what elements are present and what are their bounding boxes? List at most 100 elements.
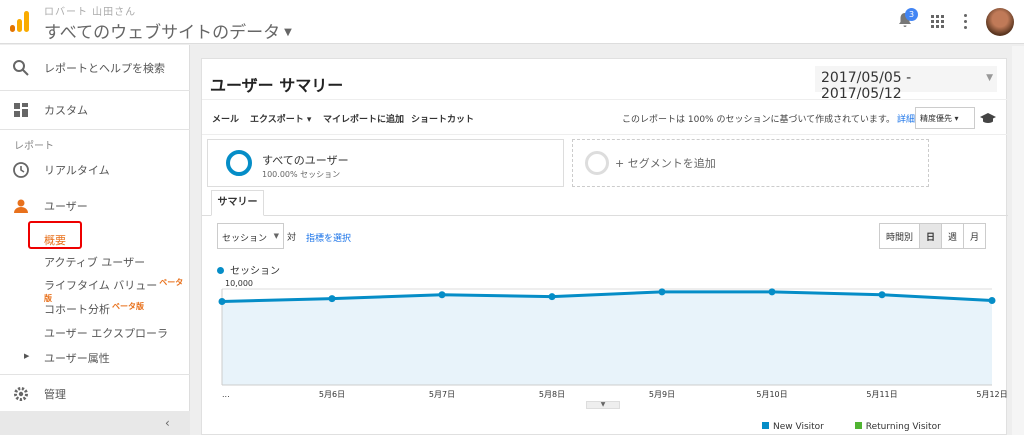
beta-badge: ベータ版 [44,278,184,303]
legend-series-name: セッション [230,266,280,277]
active-item-highlight [28,221,82,249]
sidebar-item-lifetime-value[interactable]: ライフタイム バリュー ベータ版 [44,277,189,308]
date-range-picker[interactable]: 2017/05/05 - 2017/05/12 ▼ [815,66,997,102]
chart-resize-handle[interactable]: ▼ [586,401,620,409]
granularity-toggle: 時間別 日 週 月 [879,223,987,249]
segment-name: すべてのユーザー [262,154,349,167]
legend-label: New Visitor [773,422,824,432]
view-selector[interactable]: すべてのウェブサイトのデータ ▼ [44,18,292,43]
granularity-week[interactable]: 週 [942,224,965,248]
caret-right-icon: ▶ [24,352,30,360]
granularity-hourly[interactable]: 時間別 [880,224,921,248]
select-metric-link[interactable]: 指標を選択 [306,234,352,244]
legend-new-visitor[interactable]: New Visitor [762,422,838,432]
x-tick-label: 5月11日 [866,390,897,399]
segment-ring-icon [226,150,252,176]
precision-value: 精度優先 [920,114,952,123]
series-area [222,291,992,385]
x-tick-label: 5月6日 [319,390,345,399]
email-button[interactable]: メール [212,115,240,125]
x-tick-label: 5月10日 [756,390,787,399]
search-icon [13,60,29,76]
data-point [768,288,776,296]
details-link[interactable]: 詳細 [897,115,916,125]
account-name[interactable]: ロバート 山田さん [44,7,137,18]
x-tick-label: ... [222,390,230,399]
sidebar-item-label: ユーザー属性 [44,352,110,365]
sidebar-item-user-explorer[interactable]: ユーザー エクスプローラ [44,327,168,340]
report-panel: ユーザー サマリー 2017/05/05 - 2017/05/12 ▼ メール エ… [201,58,1008,435]
graduation-cap-icon[interactable] [980,112,996,124]
add-segment-label: + セグメントを追加 [615,157,716,170]
data-point [658,288,666,296]
sidebar-item-label: カスタム [44,104,88,117]
sidebar-item-label: 管理 [44,388,66,401]
page-title: ユーザー サマリー [210,76,344,95]
dashboard-grid-icon [14,103,28,117]
chevron-left-icon: ‹ [165,416,170,430]
person-icon [14,199,28,213]
sidebar-item-label: ユーザー [44,200,88,213]
visitor-type-legend: New Visitor Returning Visitor [762,422,969,432]
analytics-logo-icon[interactable] [10,10,30,32]
sidebar-item-active-users[interactable]: アクティブ ユーザー [44,256,146,269]
data-point [878,291,886,299]
sidebar-item-overview[interactable]: 概要 [44,234,66,247]
user-avatar[interactable] [986,8,1014,36]
empty-segment-ring-icon [585,151,609,175]
reports-section-label: レポート [14,141,54,152]
vs-label: 対 [287,233,297,243]
chart-legend[interactable]: セッション [217,262,280,277]
shortcut-button[interactable]: ショートカット [411,115,475,125]
top-bar: ロバート 山田さん すべてのウェブサイトのデータ ▼ 3 [0,0,1024,44]
apps-grid-icon[interactable] [931,15,944,28]
sidebar-search[interactable]: レポートとヘルプを検索 [0,50,190,86]
add-segment-button[interactable]: + セグメントを追加 [572,139,929,187]
sidebar-item-label: コホート分析 [44,303,110,316]
sampling-note: このレポートは 100% のセッションに基づいて作成されています。 詳細 [622,112,915,125]
sidebar-item-label: レポートとヘルプを検索 [44,62,165,75]
export-label: エクスポート [250,115,304,125]
notification-count-badge: 3 [905,8,918,21]
sidebar-item-label: ライフタイム バリュー [44,279,158,292]
gear-icon [14,387,28,401]
legend-dot [217,267,224,274]
data-point [328,295,336,303]
new-visitor-swatch [762,422,769,429]
granularity-month[interactable]: 月 [964,224,986,248]
data-point [438,291,446,299]
sampling-note-text: このレポートは 100% のセッションに基づいて作成されています。 [622,115,896,125]
y-tick-label: 10,000 [225,279,253,288]
sidebar-item-admin[interactable]: 管理 [0,376,190,412]
clock-icon [13,162,29,178]
report-toolbar: メール エクスポート ▾ マイレポートに追加 ショートカット このレポートは 1… [202,99,1008,135]
legend-label: Returning Visitor [865,422,941,432]
x-tick-label: 5月7日 [429,390,455,399]
add-to-dashboard-button[interactable]: マイレポートに追加 [323,115,405,125]
chevron-down-icon: ▼ [986,73,993,83]
collapse-sidebar-button[interactable]: ‹ [0,411,190,435]
legend-returning-visitor[interactable]: Returning Visitor [854,422,955,432]
sidebar-item-user-attributes[interactable]: ▶ ユーザー属性 [24,350,110,366]
beta-badge: ベータ版 [112,302,144,311]
sidebar-item-user[interactable]: ユーザー [0,188,190,224]
sidebar-item-custom[interactable]: カスタム [0,92,190,128]
metric-select[interactable]: セッション ▼ [217,223,284,249]
date-range-value: 2017/05/05 - 2017/05/12 [821,70,912,102]
series-line [221,290,993,303]
segment-percentage: 100.00% セッション [262,170,341,179]
page-scrollbar[interactable] [1012,46,1024,435]
metric-value: セッション [222,234,268,244]
data-point [218,297,226,305]
sidebar-item-realtime[interactable]: リアルタイム [0,152,190,188]
granularity-day[interactable]: 日 [920,224,943,248]
x-tick-label: 5月9日 [649,390,675,399]
tab-summary[interactable]: サマリー [211,190,264,216]
more-options-icon[interactable] [962,14,970,30]
chevron-down-icon: ▼ [273,232,279,240]
segment-all-users[interactable]: すべてのユーザー 100.00% セッション [207,139,564,187]
precision-select[interactable]: 精度優先 ▾ [915,107,975,129]
export-button[interactable]: エクスポート ▾ [250,115,312,125]
sidebar-item-cohort[interactable]: コホート分析 ベータ版 [44,301,144,317]
returning-visitor-swatch [854,422,862,429]
